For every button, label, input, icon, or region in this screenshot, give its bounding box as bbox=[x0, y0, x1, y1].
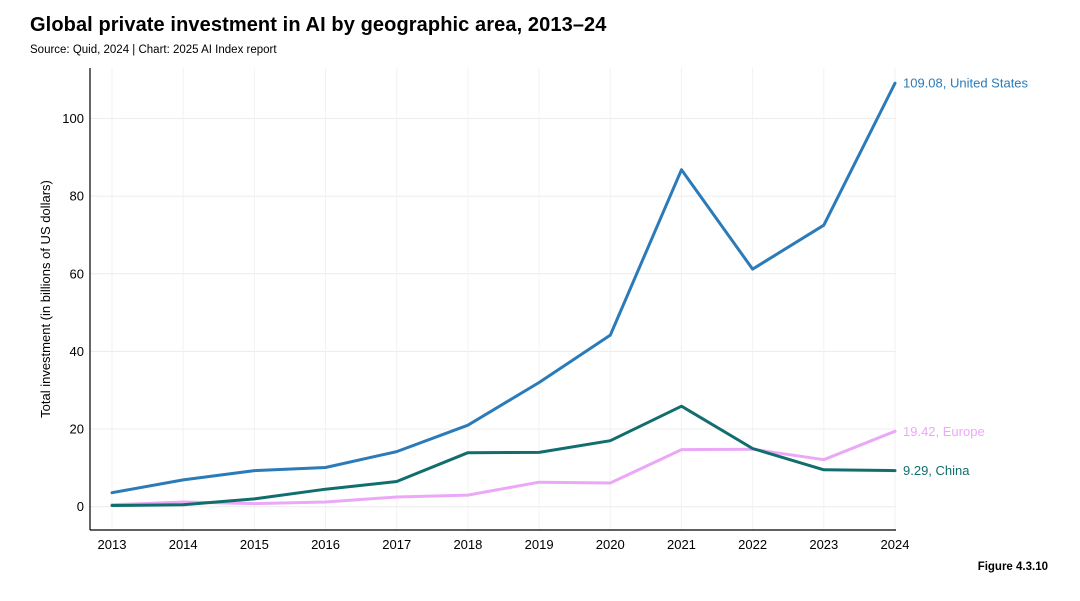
gridlines bbox=[90, 68, 896, 530]
y-tick-labels: 0 20 40 60 80 100 bbox=[62, 111, 84, 514]
series-lines bbox=[110, 81, 897, 507]
series-line-china bbox=[110, 404, 897, 507]
y-tick-label: 0 bbox=[77, 499, 84, 514]
x-tick-label: 2023 bbox=[809, 537, 838, 552]
x-tick-label: 2017 bbox=[382, 537, 411, 552]
y-tick-label: 100 bbox=[62, 111, 84, 126]
axes bbox=[89, 68, 896, 531]
y-tick-label: 20 bbox=[70, 422, 84, 437]
x-tick-label: 2020 bbox=[596, 537, 625, 552]
x-tick-label: 2021 bbox=[667, 537, 696, 552]
x-tick-label: 2013 bbox=[98, 537, 127, 552]
y-tick-label: 60 bbox=[70, 266, 84, 281]
figure-label: Figure 4.3.10 bbox=[977, 561, 1048, 573]
chart-title: Global private investment in AI by geogr… bbox=[30, 14, 607, 36]
series-line-united-states bbox=[110, 81, 897, 495]
series-end-labels: 109.08, United States 9.29, China 19.42, E… bbox=[903, 76, 1029, 478]
end-label-europe: 19.42, Europe bbox=[903, 424, 985, 439]
x-tick-label: 2022 bbox=[738, 537, 767, 552]
y-tick-label: 40 bbox=[70, 344, 84, 359]
chart-subtitle: Source: Quid, 2024 | Chart: 2025 AI Inde… bbox=[30, 44, 277, 56]
y-tick-label: 80 bbox=[70, 189, 84, 204]
x-tick-label: 2015 bbox=[240, 537, 269, 552]
series-line-europe bbox=[110, 429, 897, 507]
x-tick-label: 2018 bbox=[453, 537, 482, 552]
x-tick-label: 2016 bbox=[311, 537, 340, 552]
x-tick-labels: 2013 2014 2015 2016 2017 2018 2019 2020 2021 2022… bbox=[98, 537, 910, 552]
y-axis-label: Total investment (in billions of US doll… bbox=[38, 180, 53, 418]
x-tick-label: 2024 bbox=[881, 537, 910, 552]
x-tick-label: 2014 bbox=[169, 537, 198, 552]
end-label-china: 9.29, China bbox=[903, 463, 970, 478]
x-tick-label: 2019 bbox=[525, 537, 554, 552]
end-label-united-states: 109.08, United States bbox=[903, 76, 1029, 91]
